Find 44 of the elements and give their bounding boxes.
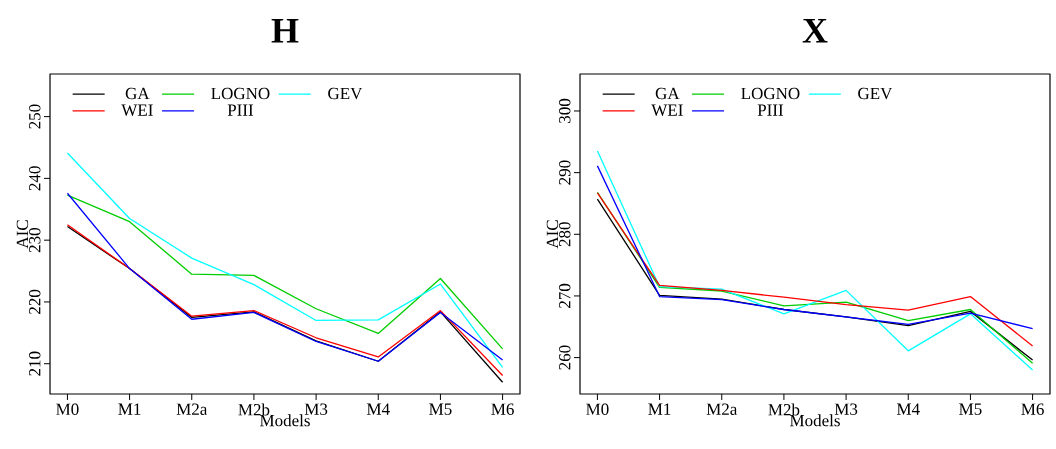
- x-tick-label: M4: [366, 403, 390, 415]
- x-tick-label: M0: [56, 403, 79, 415]
- x-tick-label: M2a: [176, 403, 208, 415]
- x-tick-label: M2b: [768, 403, 800, 416]
- x-tick-label: M1: [118, 403, 141, 415]
- chart-title: H: [271, 18, 299, 43]
- x-axis-title: Models: [789, 414, 840, 427]
- legend-label: GEV: [328, 87, 363, 100]
- x-tick-label: M3: [304, 403, 328, 415]
- y-tick-label: 240: [29, 166, 41, 191]
- legend-label: GEV: [858, 87, 893, 100]
- x-tick-label: M2b: [238, 403, 270, 416]
- y-tick-label: 270: [559, 283, 571, 308]
- x-tick-label: M3: [834, 403, 858, 415]
- x-tick-label: M4: [896, 403, 920, 415]
- line-series: [596, 150, 1034, 371]
- y-axis-title: AIC: [546, 220, 559, 249]
- y-tick-label: 210: [29, 351, 41, 376]
- legend-label: LOGNO: [741, 87, 800, 100]
- x-tick-label: M5: [959, 403, 982, 415]
- y-axis-title: AIC: [16, 220, 29, 249]
- legend-label: GA: [655, 87, 680, 100]
- y-tick-label: 220: [29, 289, 41, 314]
- chart-title: X: [802, 18, 828, 43]
- y-tick-label: 290: [559, 160, 571, 185]
- x-tick-label: M0: [586, 403, 609, 415]
- y-tick-label: 280: [559, 222, 571, 247]
- x-tick-label: M1: [648, 403, 671, 415]
- legend-label: LOGNO: [211, 87, 270, 100]
- legend-label: PIII: [227, 104, 254, 116]
- x-tick-label: M6: [491, 403, 514, 415]
- x-tick-label: M2a: [706, 403, 738, 415]
- y-tick-label: 230: [29, 228, 41, 253]
- y-tick-label: 250: [29, 104, 41, 129]
- y-tick-label: 260: [559, 345, 571, 370]
- legend-label: WEI: [121, 104, 153, 116]
- legend-label: WEI: [651, 104, 683, 116]
- line-series: [66, 152, 504, 369]
- legend-label: PIII: [757, 104, 784, 116]
- x-tick-label: M5: [429, 403, 452, 415]
- legend-label: GA: [125, 87, 150, 100]
- x-axis-title: Models: [260, 414, 310, 427]
- y-tick-label: 300: [559, 98, 571, 123]
- x-tick-label: M6: [1021, 403, 1044, 415]
